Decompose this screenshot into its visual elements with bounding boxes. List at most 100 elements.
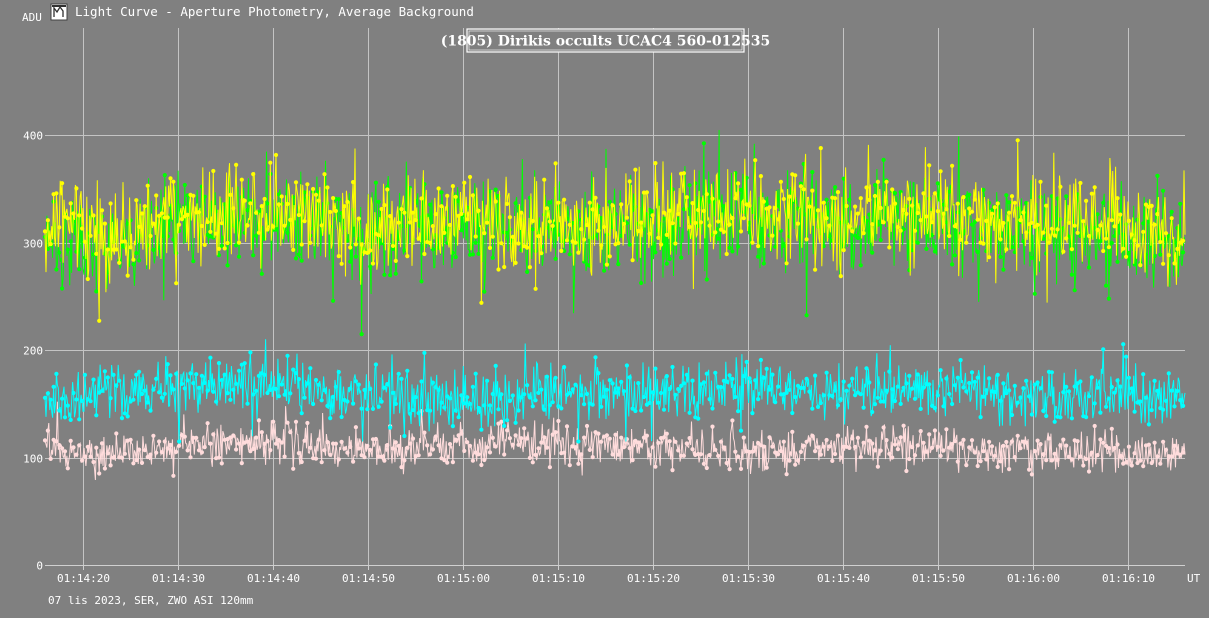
series-2-point: [131, 262, 136, 267]
series-1-point: [128, 245, 133, 250]
series-4-point: [969, 438, 975, 443]
series-4-point: [955, 459, 960, 464]
series-2-point: [259, 271, 264, 276]
series-4-point: [950, 442, 955, 447]
series-3-point: [1052, 419, 1057, 424]
series-3-point: [393, 401, 398, 406]
series-4-point: [718, 439, 724, 444]
series-2-point: [841, 176, 846, 181]
series-3-point: [1015, 400, 1020, 405]
series-1-point: [99, 208, 105, 213]
series-4-point: [199, 450, 204, 455]
series-4-point: [88, 454, 93, 459]
series-1-point: [556, 200, 561, 205]
series-4-point: [525, 436, 530, 441]
series-4-point: [776, 452, 781, 457]
series-1-point: [1101, 248, 1106, 254]
series-3-point: [1035, 380, 1040, 385]
series-4-point: [673, 439, 678, 444]
series-4-point: [550, 432, 555, 437]
series-3-point: [171, 387, 176, 392]
series-3-point: [787, 387, 792, 392]
series-1-point: [234, 162, 239, 167]
series-2-point: [1015, 206, 1020, 211]
series-1-point: [841, 248, 846, 253]
series-3-point: [582, 402, 587, 407]
series-2-point: [804, 313, 809, 318]
series-3-point: [1058, 415, 1063, 420]
series-2-point: [967, 192, 972, 197]
series-1-point: [727, 222, 732, 227]
series-4-point: [616, 452, 621, 457]
series-1-point: [117, 260, 122, 265]
series-3-point: [408, 411, 413, 416]
series-3-point: [527, 395, 533, 400]
series-3-point: [607, 378, 612, 383]
series-3-point: [482, 403, 487, 408]
series-4-point: [724, 460, 729, 466]
series-1-point: [1001, 220, 1006, 226]
series-4-point: [1007, 467, 1012, 472]
series-3-point: [179, 381, 184, 386]
series-3-point: [333, 384, 338, 389]
series-3-point: [462, 401, 467, 406]
series-1-point: [71, 211, 76, 216]
series-4-point: [1169, 454, 1174, 459]
series-3-point: [288, 391, 293, 396]
series-1-point: [322, 172, 327, 177]
series-4-point: [713, 447, 718, 452]
series-2-point: [353, 254, 358, 259]
series-1-point: [88, 233, 93, 238]
series-3-point: [219, 378, 224, 383]
series-2-point: [234, 243, 239, 248]
series-3-point: [265, 390, 270, 396]
series-4-point: [239, 461, 244, 466]
series-1-point: [1041, 230, 1046, 235]
series-4-point: [835, 433, 841, 438]
series-3-point: [804, 376, 809, 381]
series-1-point: [721, 229, 727, 234]
chart-title-box: (1805) Dirikis occults UCAC4 560-012535: [441, 28, 770, 53]
series-4-point: [1135, 460, 1140, 466]
light-curve-app-icon[interactable]: [50, 3, 68, 21]
series-4-point: [71, 445, 76, 450]
series-4-point: [730, 418, 735, 423]
series-1-point: [596, 228, 601, 233]
series-1-point: [907, 196, 912, 201]
series-3-point: [624, 363, 630, 368]
series-3-point: [373, 362, 378, 367]
series-1-point: [137, 224, 142, 229]
series-2-point: [602, 268, 607, 273]
series-2-point: [653, 250, 658, 255]
series-4-point: [502, 452, 507, 457]
series-1-point: [1066, 220, 1072, 225]
series-2-point: [54, 267, 59, 272]
series-1-point: [185, 212, 190, 217]
series-3-point: [245, 401, 250, 406]
series-2-point: [530, 227, 535, 232]
series-2-point: [1141, 221, 1146, 226]
series-4-point: [154, 450, 159, 455]
series-1-point: [1129, 232, 1134, 237]
series-4-point: [1024, 440, 1029, 445]
series-3-point: [199, 373, 204, 378]
series-2-point: [1155, 173, 1160, 178]
series-4-point: [741, 435, 746, 440]
series-4-point: [513, 433, 518, 438]
series-4-point: [262, 441, 267, 446]
series-1-point: [684, 195, 689, 200]
series-3-point: [724, 379, 729, 384]
series-3-point: [108, 396, 113, 401]
series-3-point: [567, 390, 572, 395]
series-4-point: [870, 441, 875, 446]
series-1-point: [912, 228, 918, 233]
series-4-point: [872, 448, 878, 453]
series-3-point: [835, 403, 841, 408]
series-1-point: [1109, 218, 1114, 223]
series-2-point: [236, 254, 242, 259]
series-4-point: [405, 445, 410, 450]
series-1-point: [268, 160, 273, 165]
series-4-point: [265, 439, 270, 444]
series-1-point: [969, 209, 975, 214]
series-1-point: [48, 242, 53, 247]
